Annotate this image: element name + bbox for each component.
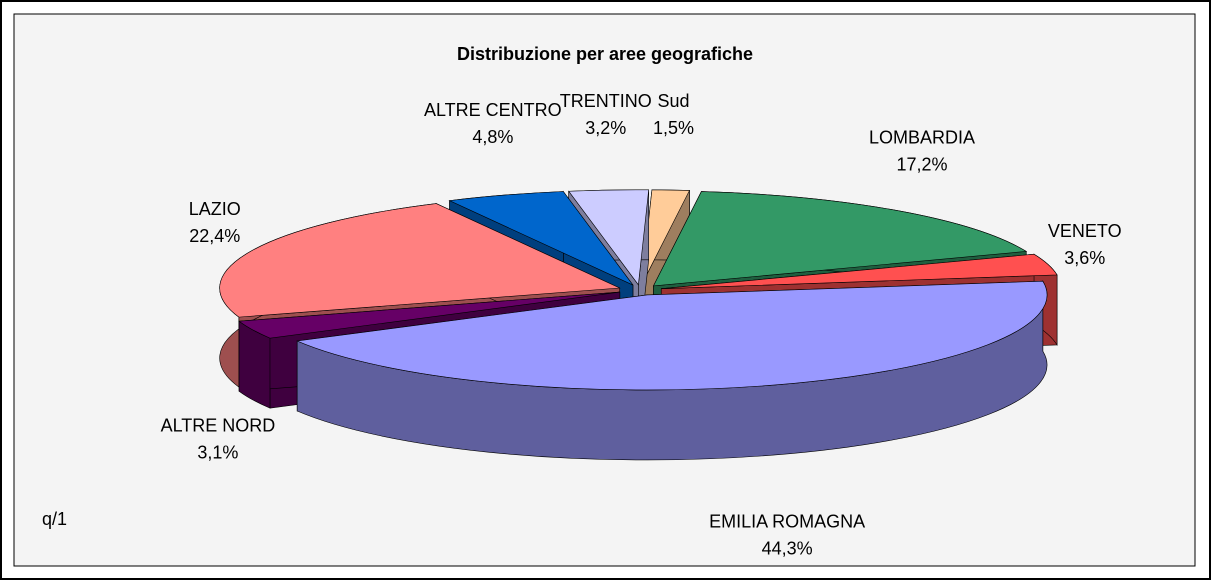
value-label: 1,5% [653, 118, 694, 138]
value-label: 3,2% [585, 118, 626, 138]
slice [296, 280, 1048, 391]
category-label: TRENTINO [560, 91, 652, 111]
slice [568, 189, 650, 286]
slice [661, 253, 1058, 289]
value-label: 3,1% [197, 442, 238, 462]
slice [641, 189, 690, 285]
value-label: 22,4% [189, 226, 240, 246]
value-label: 4,8% [472, 127, 513, 147]
slice [448, 191, 634, 286]
slice [238, 291, 620, 339]
slice-side-shade [297, 281, 1048, 460]
footnote: q/1 [42, 509, 67, 529]
value-label: 44,3% [762, 539, 813, 559]
slice [652, 191, 1028, 287]
category-label: VENETO [1048, 221, 1122, 241]
category-label: ALTRE NORD [161, 415, 276, 435]
category-label: ALTRE CENTRO [424, 100, 562, 120]
category-label: EMILIA ROMAGNA [709, 512, 865, 532]
value-label: 17,2% [896, 154, 947, 174]
slice [219, 203, 621, 318]
category-label: LAZIO [189, 199, 241, 219]
category-label: Sud [657, 91, 689, 111]
value-label: 3,6% [1064, 248, 1105, 268]
category-label: LOMBARDIA [869, 127, 975, 147]
chart-title: Distribuzione per aree geografiche [457, 44, 753, 64]
slice-side-shade [239, 321, 270, 409]
